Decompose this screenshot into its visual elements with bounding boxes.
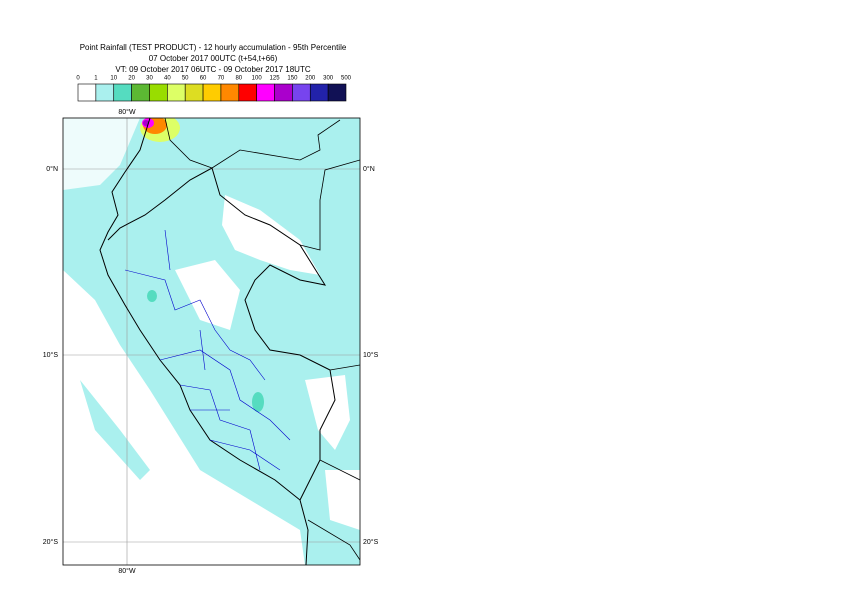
lat-label: 10°S — [363, 351, 379, 359]
legend-tick-label: 100 — [252, 76, 263, 82]
legend-tick-label: 200 — [305, 76, 316, 82]
legend-tick-label: 60 — [200, 76, 207, 82]
legend-swatch — [167, 83, 186, 102]
lat-label: 20°S — [43, 538, 59, 546]
legend-swatch — [149, 83, 168, 102]
lat-label: 10°S — [43, 351, 59, 359]
legend-swatch — [292, 83, 311, 102]
legend-tick-label: 70 — [218, 76, 225, 82]
legend-swatch — [256, 83, 275, 102]
legend-tick-label: 300 — [323, 76, 334, 82]
legend-tick-label: 80 — [235, 76, 242, 82]
rain-cell — [147, 290, 157, 302]
map-frame — [62, 117, 361, 566]
legend-swatch — [309, 83, 329, 102]
legend-tick-label: 500 — [341, 76, 352, 82]
legend-swatch — [220, 83, 240, 102]
lat-label: 20°S — [363, 538, 379, 546]
legend-swatch — [184, 83, 204, 102]
legend-tick-label: 150 — [287, 76, 298, 82]
legend-swatch — [202, 83, 222, 102]
dry-area — [222, 195, 320, 275]
coastline — [99, 118, 309, 565]
lat-label: 0°N — [46, 165, 58, 173]
lon-label: 80°W — [118, 567, 136, 575]
legend: 0 1 10 20 30 40 50 60 70 80 100 125 150 200 300 500 — [76, 76, 352, 102]
valid-time: VT: 09 October 2017 06UTC - 09 October 2… — [115, 65, 310, 74]
legend-swatch — [274, 83, 293, 102]
legend-swatch — [238, 83, 257, 102]
dry-area — [63, 118, 140, 190]
legend-swatch — [113, 83, 132, 102]
dry-area — [175, 260, 240, 330]
rain-cell — [252, 392, 264, 412]
legend-tick-label: 0 — [76, 76, 80, 82]
legend-swatch — [95, 83, 115, 102]
legend-tick-label: 125 — [270, 76, 281, 82]
lat-label: 0°N — [363, 165, 375, 173]
legend-swatch — [327, 83, 347, 102]
map: 80°W 80°W 0°N 0°N 10°S 10°S 20°S 20°S — [43, 108, 379, 575]
dry-area — [325, 470, 360, 530]
legend-swatch — [77, 83, 97, 102]
border — [164, 118, 360, 561]
lon-label: 80°W — [118, 108, 136, 116]
legend-tick-label: 40 — [164, 76, 171, 82]
legend-tick-label: 1 — [94, 76, 98, 82]
legend-tick-label: 30 — [146, 76, 153, 82]
region-border — [124, 229, 291, 471]
legend-tick-label: 20 — [128, 76, 135, 82]
border — [107, 167, 336, 501]
legend-tick-label: 50 — [182, 76, 189, 82]
dry-area — [305, 375, 350, 450]
legend-swatch — [131, 83, 150, 102]
dry-area — [63, 270, 305, 565]
legend-tick-label: 10 — [110, 76, 117, 82]
rain-streak — [80, 380, 150, 480]
title: Point Rainfall (TEST PRODUCT) - 12 hourl… — [80, 43, 347, 52]
subtitle: 07 October 2017 00UTC (t+54,t+66) — [149, 54, 278, 63]
